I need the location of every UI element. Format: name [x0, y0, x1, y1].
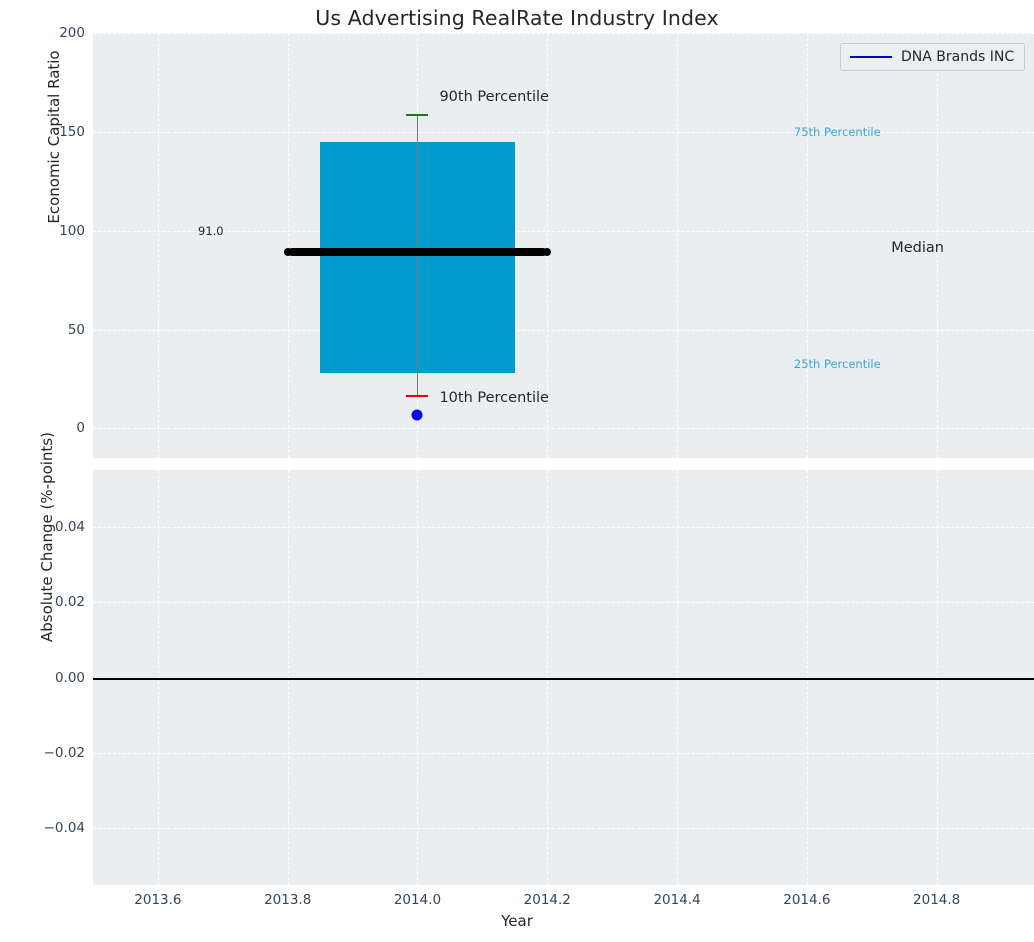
x-axis-tick-label: 2014.8: [913, 892, 961, 908]
gridline-horizontal: [93, 33, 1034, 34]
gridline-vertical: [677, 33, 679, 458]
x-axis-ticks: 2013.6 2013.8 2014.0 2014.2 2014.4 2014.6 2014…: [93, 892, 1034, 912]
y-axis-tick-label: 0.04: [54, 518, 85, 535]
gridline-horizontal: [93, 752, 1034, 754]
y-axis-tick-label: 200: [59, 25, 85, 41]
y-axis-tick-label: 150: [59, 123, 85, 140]
y-axis-ticks-top: 0 50 100 150 200: [3, 25, 85, 458]
company-data-point: [411, 409, 423, 420]
gridline-horizontal: [93, 526, 1034, 528]
y-axis-tick-label: 50: [67, 321, 85, 338]
legend[interactable]: DNA Brands INC: [840, 43, 1026, 71]
y-axis-tick-label: −0.04: [43, 820, 85, 837]
gridline-horizontal: [93, 828, 1034, 830]
x-axis-tick-label: 2014.4: [653, 892, 701, 908]
gridline-horizontal: [93, 428, 1034, 430]
gridline-horizontal: [93, 131, 1034, 133]
gridline-horizontal: [93, 230, 1034, 232]
median-value-label: 91.0: [198, 224, 224, 239]
x-axis-tick-label: 2013.8: [264, 892, 312, 908]
gridline-horizontal: [93, 602, 1034, 604]
annotation-90th-percentile: 90th Percentile: [439, 89, 549, 106]
y-axis-tick-label: 100: [59, 222, 85, 239]
gridline-vertical: [287, 33, 289, 458]
median-line: [284, 248, 551, 257]
legend-label-dna-brands-inc: DNA Brands INC: [901, 49, 1015, 65]
chart-title: Us Advertising RealRate Industry Index: [315, 6, 719, 30]
annotation-median: Median: [891, 240, 944, 257]
x-axis-tick-label: 2014.0: [393, 892, 442, 908]
gridline-vertical: [806, 33, 808, 458]
x-axis-tick-label: 2013.6: [134, 892, 182, 908]
gridline-vertical: [157, 33, 159, 458]
x-axis-tick-label: 2014.6: [783, 892, 831, 908]
gridline-horizontal: [93, 329, 1034, 331]
plot-area-absolute-change: [93, 470, 1034, 885]
x-axis-tick-label: 2014.2: [523, 892, 571, 908]
plot-area-economic-capital-ratio: 91.0 90th Percentile 75th Percentile Med…: [93, 33, 1034, 458]
annotation-25th-percentile: 25th Percentile: [793, 357, 881, 371]
legend-line-swatch: [850, 56, 892, 58]
zero-reference-line: [93, 677, 1034, 680]
x-axis-label: Year: [501, 912, 533, 930]
y-axis-tick-label: −0.02: [43, 744, 85, 761]
whisker-cap-10th-percentile: [406, 394, 429, 397]
y-axis-tick-label: 0: [76, 420, 85, 437]
y-axis-tick-label: 0.00: [54, 669, 85, 686]
annotation-75th-percentile: 75th Percentile: [793, 124, 881, 139]
annotation-10th-percentile: 10th Percentile: [439, 389, 549, 406]
whisker-cap-90th-percentile: [406, 114, 429, 117]
y-axis-tick-label: 0.02: [54, 594, 85, 611]
y-axis-ticks-bottom: −0.04 −0.02 0.00 0.02 0.04: [3, 470, 85, 885]
